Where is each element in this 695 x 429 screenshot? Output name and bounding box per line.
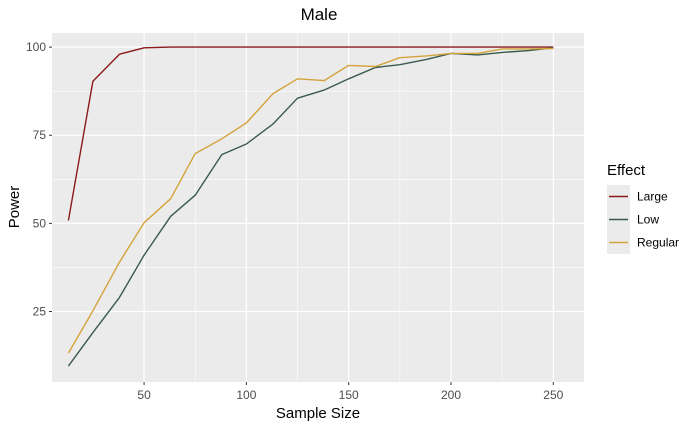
x-tick-label: 100 — [236, 388, 256, 402]
x-tick-label: 250 — [543, 388, 563, 402]
y-axis-label: Power — [6, 186, 23, 229]
series-line-low — [67, 47, 554, 367]
legend-label: Regular — [637, 236, 679, 250]
y-tick-label: 100 — [26, 40, 46, 54]
y-tick-label: 25 — [33, 304, 47, 318]
x-tick-label: 200 — [441, 388, 461, 402]
grid-major — [52, 33, 584, 382]
series-line-regular — [67, 47, 554, 354]
x-axis: 50 100 150 200 250 — [137, 382, 564, 402]
grid-minor — [52, 33, 584, 382]
plot-panel — [52, 33, 584, 382]
x-axis-label: Sample Size — [276, 405, 360, 422]
y-tick-label: 50 — [33, 216, 47, 230]
legend: Effect Large Low Regular — [607, 162, 679, 254]
legend-label: Large — [637, 190, 668, 204]
x-tick-label: 150 — [339, 388, 359, 402]
chart-title: Male — [301, 5, 338, 24]
legend-title: Effect — [607, 162, 646, 179]
x-tick-label: 50 — [137, 388, 151, 402]
series-line-large — [67, 46, 554, 221]
series-layer — [67, 46, 554, 367]
y-tick-label: 75 — [33, 128, 47, 142]
y-axis: 25 50 75 100 — [26, 40, 52, 318]
legend-label: Low — [637, 213, 659, 227]
